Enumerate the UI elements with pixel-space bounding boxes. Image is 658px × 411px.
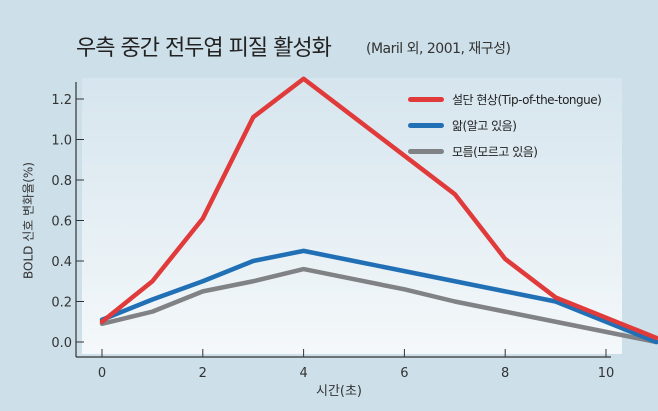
chart-title: 우측 중간 전두엽 피질 활성화 bbox=[76, 36, 332, 61]
legend-swatch bbox=[408, 122, 444, 128]
legend-item-tot: 설단 현상(Tip-of-the-tongue) bbox=[408, 86, 602, 112]
y-tick-label: 1.0 bbox=[51, 134, 72, 149]
y-axis-label: BOLD 신호 변화율(%) bbox=[21, 162, 36, 279]
legend-item-know: 앎(알고 있음) bbox=[408, 112, 601, 138]
y-tick-label: 0.0 bbox=[51, 336, 72, 351]
plot-background bbox=[82, 78, 622, 354]
legend: 설단 현상(Tip-of-the-tongue) 앎(알고 있음) 모름(모르고… bbox=[408, 86, 602, 164]
series-line-1 bbox=[99, 248, 658, 345]
legend-item-dontknow: 모름(모르고 있음) bbox=[408, 138, 601, 164]
legend-swatch bbox=[408, 96, 444, 102]
x-tick-label: 2 bbox=[199, 366, 207, 381]
y-tick-label: 1.2 bbox=[51, 93, 72, 108]
x-tick-label: 8 bbox=[501, 366, 509, 381]
legend-swatch bbox=[408, 148, 444, 154]
series-line-2 bbox=[99, 266, 658, 345]
y-tick-label: 0.6 bbox=[51, 215, 72, 230]
x-tick-label: 10 bbox=[598, 366, 615, 381]
x-tick-label: 0 bbox=[98, 366, 106, 381]
legend-label: 설단 현상(Tip-of-the-tongue) bbox=[452, 92, 602, 107]
chart-subtitle: (Maril 외, 2001, 재구성) bbox=[366, 41, 511, 57]
y-tick-label: 0.2 bbox=[51, 296, 72, 311]
y-tick-label: 0.4 bbox=[51, 255, 72, 270]
legend-label: 앎(알고 있음) bbox=[452, 118, 517, 133]
x-tick-label: 6 bbox=[400, 366, 408, 381]
legend-label: 모름(모르고 있음) bbox=[452, 144, 538, 159]
series-line-0 bbox=[99, 76, 658, 341]
x-tick-label: 4 bbox=[299, 366, 307, 381]
y-tick-label: 0.8 bbox=[51, 174, 72, 189]
x-axis-label: 시간(초) bbox=[315, 384, 363, 399]
